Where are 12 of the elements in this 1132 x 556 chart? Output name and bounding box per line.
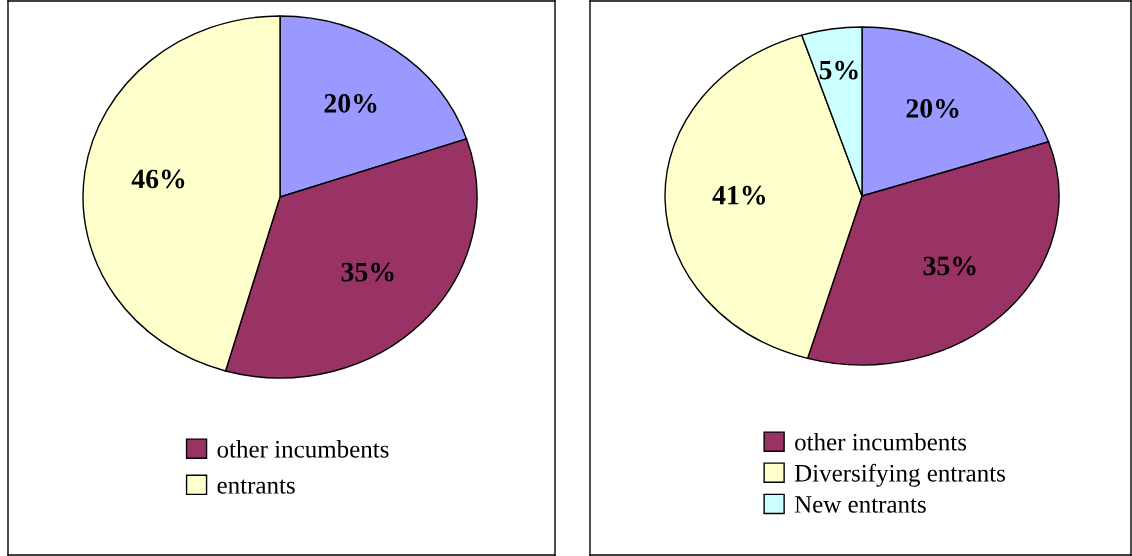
data-label: 5%	[819, 60, 858, 80]
data-label: 20%	[324, 94, 377, 113]
legend-label: entrants	[217, 479, 295, 494]
data-label: 35%	[923, 256, 976, 276]
data-label: 46%	[131, 169, 185, 189]
data-label: 20%	[906, 99, 959, 118]
legend-label: other incumbents	[217, 440, 389, 458]
legend-label: New entrants	[794, 496, 926, 513]
data-label: 35%	[341, 262, 394, 282]
data-label: 41%	[712, 185, 766, 205]
legend-label: other incumbents	[795, 433, 967, 451]
legend-label: Diversifying entrants	[794, 463, 1005, 487]
